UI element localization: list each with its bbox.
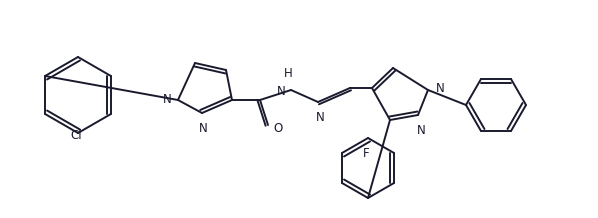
Text: N: N — [199, 122, 208, 135]
Text: O: O — [273, 121, 282, 135]
Text: Cl: Cl — [70, 129, 82, 142]
Text: N: N — [316, 111, 324, 124]
Text: N: N — [436, 82, 445, 94]
Text: N: N — [277, 85, 286, 99]
Text: H: H — [283, 67, 292, 80]
Text: N: N — [163, 94, 172, 107]
Text: F: F — [363, 147, 370, 160]
Text: N: N — [417, 124, 425, 137]
